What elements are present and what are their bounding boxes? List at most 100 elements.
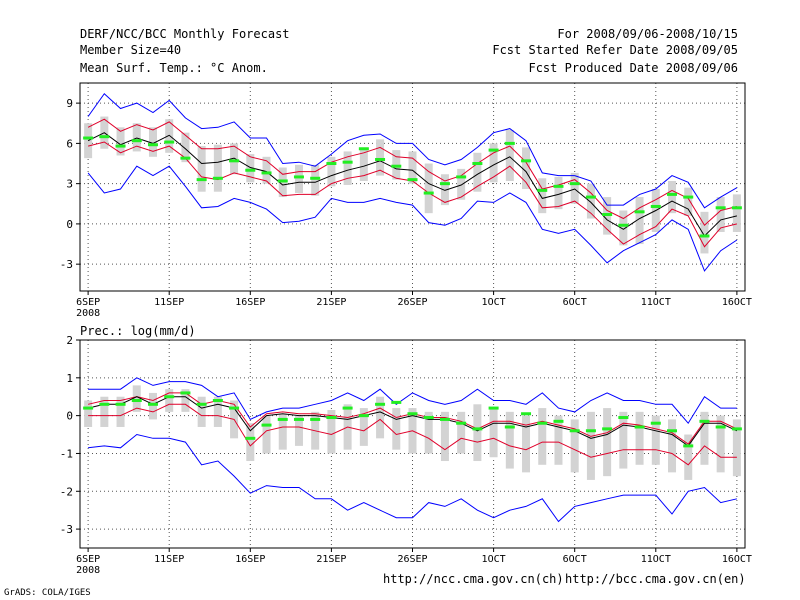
median-marker bbox=[423, 191, 434, 195]
ensemble-box bbox=[294, 415, 303, 446]
ensemble-box bbox=[376, 396, 385, 439]
median-marker bbox=[358, 414, 369, 418]
ensemble-box bbox=[716, 415, 725, 473]
ensemble-box bbox=[359, 148, 368, 181]
median-marker bbox=[715, 425, 726, 429]
ensemble-box bbox=[148, 127, 157, 157]
ensemble-box bbox=[165, 389, 174, 412]
median-marker bbox=[293, 417, 304, 421]
median-marker bbox=[504, 141, 515, 145]
y-tick-label: -1 bbox=[60, 447, 73, 460]
ensemble-box bbox=[732, 419, 741, 477]
median-marker bbox=[650, 204, 661, 208]
median-marker bbox=[326, 162, 337, 166]
ensemble-box bbox=[116, 127, 125, 156]
median-marker bbox=[229, 406, 240, 410]
median-marker bbox=[99, 135, 110, 139]
x-tick-label: 16OCT bbox=[722, 554, 752, 565]
median-marker bbox=[537, 421, 548, 425]
ensemble-box bbox=[278, 413, 287, 450]
median-marker bbox=[488, 406, 499, 410]
median-marker bbox=[229, 159, 240, 163]
median-marker bbox=[569, 182, 580, 186]
max-line bbox=[87, 92, 738, 209]
lower-spread-line bbox=[88, 403, 737, 466]
median-marker bbox=[391, 400, 402, 404]
y-tick-label: -2 bbox=[60, 485, 73, 498]
median-marker bbox=[472, 427, 483, 431]
median-marker bbox=[277, 417, 288, 421]
x-tick-label: 11OCT bbox=[641, 554, 671, 565]
ensemble-box bbox=[586, 183, 595, 219]
max-line bbox=[88, 377, 737, 425]
median-marker bbox=[439, 182, 450, 186]
ensemble-box bbox=[538, 178, 547, 214]
x-tick-label: 21SEP bbox=[316, 297, 346, 308]
mean-line bbox=[87, 396, 738, 447]
median-marker bbox=[456, 175, 467, 179]
median-marker bbox=[310, 417, 321, 421]
ensemble-box bbox=[586, 411, 595, 480]
ensemble-box bbox=[132, 123, 141, 152]
x-tick-label: 11SEP bbox=[154, 554, 184, 565]
y-tick-label: 1 bbox=[66, 372, 73, 385]
ensemble-box bbox=[392, 408, 401, 450]
ensemble-box bbox=[181, 132, 190, 163]
median-marker bbox=[553, 419, 564, 423]
median-marker bbox=[634, 425, 645, 429]
ensemble-box bbox=[440, 174, 449, 206]
ensemble-box bbox=[100, 396, 109, 427]
median-marker bbox=[261, 423, 272, 427]
x-tick-label: 21SEP bbox=[316, 554, 346, 565]
member-size-label: Member Size=40 bbox=[80, 43, 182, 57]
x-tick-label: 26SEP bbox=[397, 554, 427, 565]
x-tick-label: 11SEP bbox=[154, 297, 184, 308]
median-marker bbox=[83, 136, 94, 140]
median-marker bbox=[667, 429, 678, 433]
ensemble-box bbox=[262, 415, 271, 454]
median-marker bbox=[602, 427, 613, 431]
plot-1: -3 0 3 6 9 6SEP 11SEP 16SEP 21SEP 26SEP 1OCT 6OCT 11… bbox=[60, 82, 752, 319]
start-date-label: Fcst Started Refer Date 2008/09/05 bbox=[492, 43, 738, 57]
ensemble-box bbox=[700, 211, 709, 254]
x-tick-label: 6OCT bbox=[563, 297, 587, 308]
median-marker bbox=[439, 417, 450, 421]
ensemble-box bbox=[424, 411, 433, 454]
median-marker bbox=[99, 402, 110, 406]
ensemble-box bbox=[570, 172, 579, 204]
x-year-label: 2008 bbox=[76, 308, 100, 319]
median-marker bbox=[683, 444, 694, 448]
ensemble-box bbox=[570, 419, 579, 473]
min-line bbox=[87, 165, 738, 272]
median-marker bbox=[650, 421, 661, 425]
ncc-url[interactable]: http://ncc.cma.gov.cn(ch) bbox=[383, 572, 564, 586]
ensemble-box bbox=[668, 180, 677, 214]
x-tick-label: 11OCT bbox=[641, 297, 671, 308]
median-marker bbox=[391, 164, 402, 168]
upper-spread-line bbox=[87, 118, 738, 226]
ensemble-box bbox=[554, 176, 563, 210]
median-marker bbox=[488, 148, 499, 152]
ensemble-box bbox=[603, 408, 612, 477]
median-marker bbox=[585, 195, 596, 199]
variable-label: Mean Surf. Temp.: °C Anom. bbox=[80, 61, 268, 75]
x-tick-label: 16SEP bbox=[235, 297, 265, 308]
ensemble-box bbox=[148, 392, 157, 420]
x-tick-label: 6OCT bbox=[563, 554, 587, 565]
chart-title: DERF/NCC/BCC Monthly Forecast bbox=[80, 27, 290, 41]
median-marker bbox=[342, 160, 353, 164]
bcc-url[interactable]: http://bcc.cma.gov.cn(en) bbox=[565, 572, 746, 586]
median-marker bbox=[164, 140, 175, 144]
median-marker bbox=[569, 429, 580, 433]
median-marker bbox=[212, 399, 223, 403]
median-marker bbox=[131, 399, 142, 403]
median-marker bbox=[618, 223, 629, 227]
ensemble-box bbox=[538, 408, 547, 465]
ensemble-box bbox=[684, 187, 693, 216]
median-marker bbox=[147, 143, 158, 147]
median-marker bbox=[456, 421, 467, 425]
median-marker bbox=[131, 139, 142, 143]
ensemble-box bbox=[424, 163, 433, 214]
median-marker bbox=[521, 412, 532, 416]
